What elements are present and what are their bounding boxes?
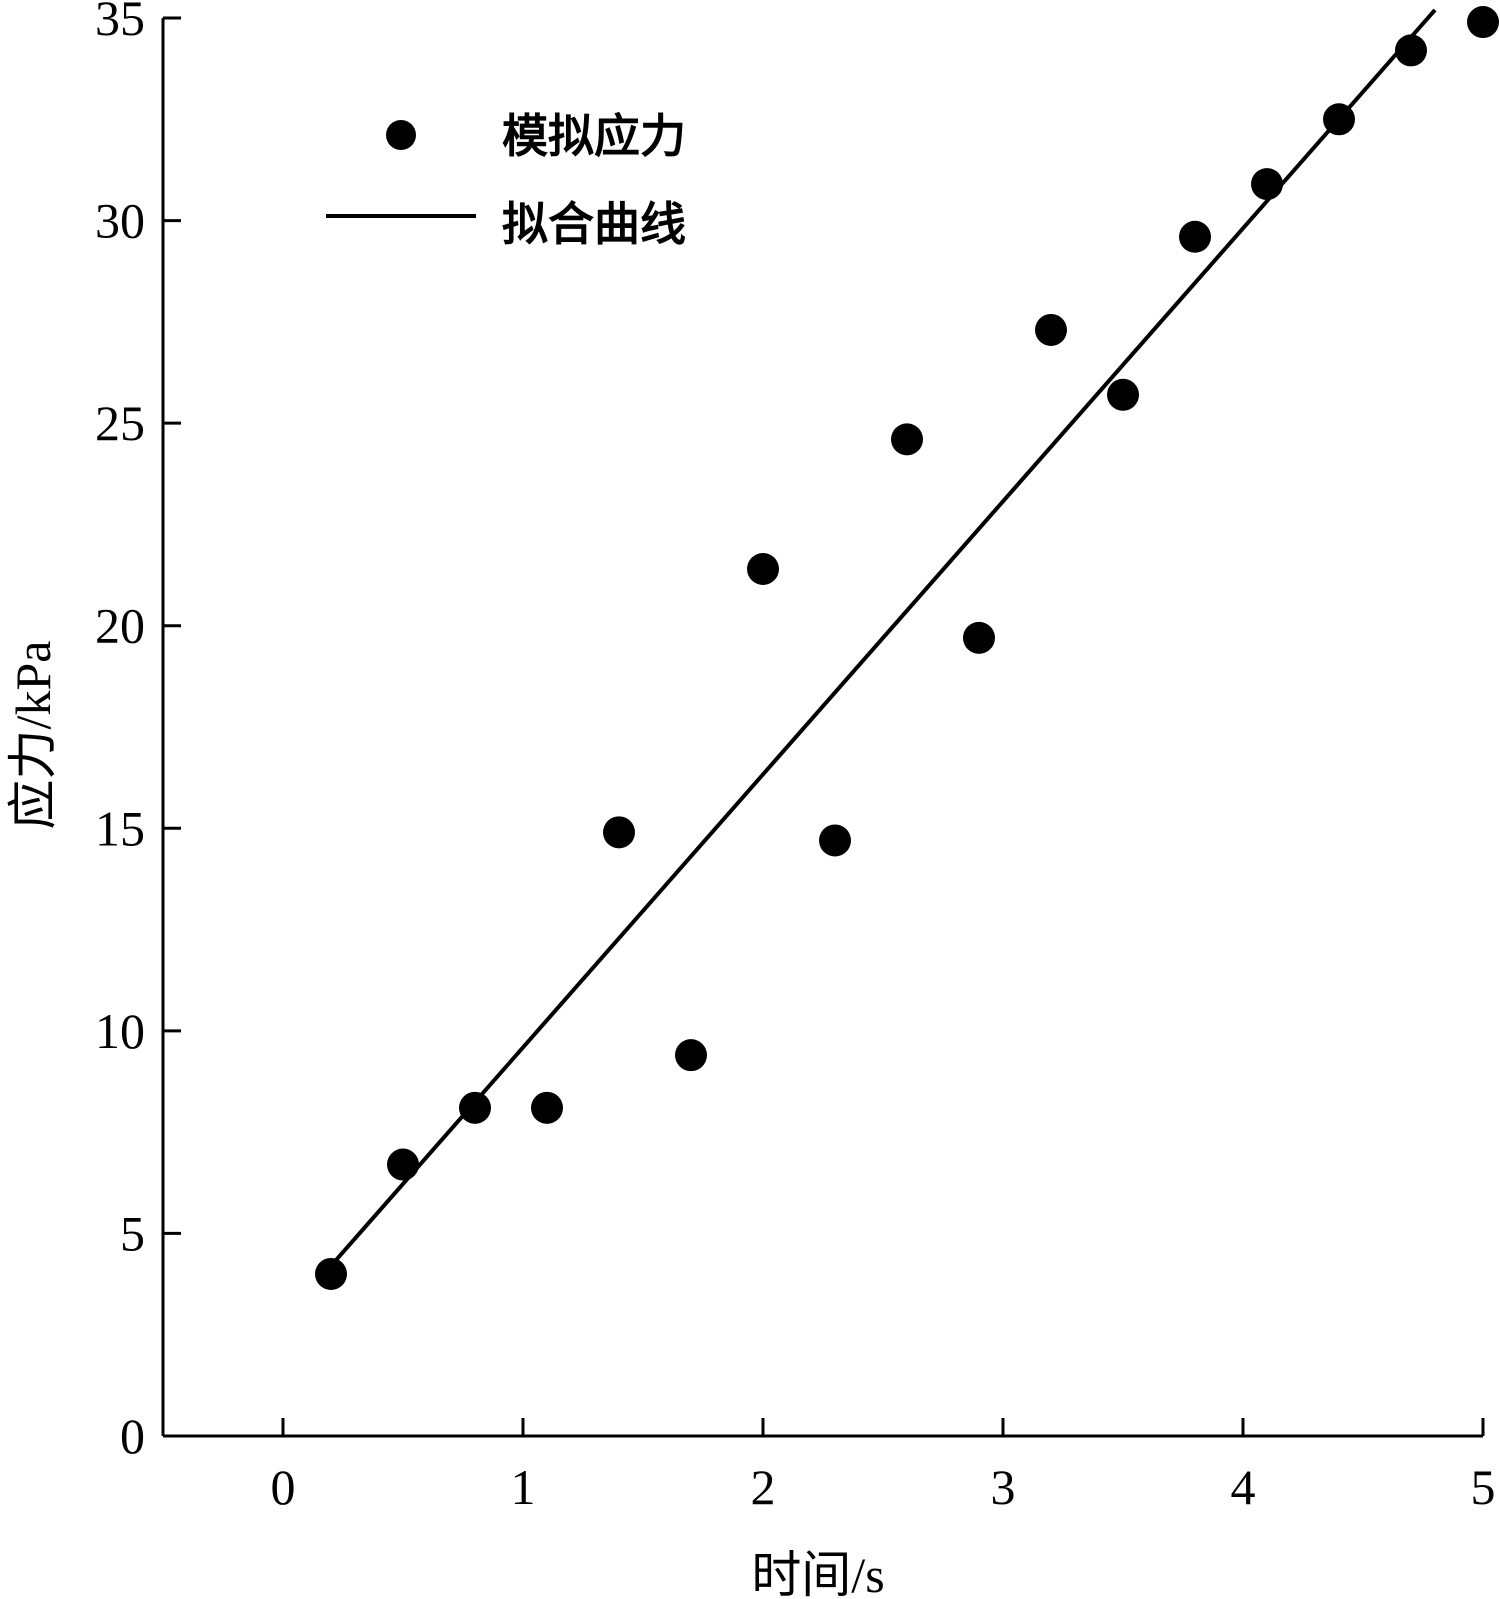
data-point	[315, 1257, 347, 1290]
fit-line-layer	[329, 8, 1437, 1268]
data-point	[891, 423, 923, 456]
x-tick-label: 3	[991, 1459, 1016, 1515]
data-point	[963, 621, 995, 654]
data-point	[459, 1091, 491, 1124]
legend-marker-scatter	[386, 120, 416, 150]
x-axis-ticks: 0 1 2 3 4 5	[271, 1418, 1496, 1515]
legend-label-scatter: 模拟应力	[502, 109, 686, 163]
data-point	[747, 552, 779, 585]
y-tick-label: 15	[95, 800, 145, 856]
data-point	[531, 1091, 563, 1124]
data-point	[1395, 34, 1427, 67]
data-point	[1467, 6, 1499, 39]
data-point	[1179, 220, 1211, 253]
legend: 模拟应力 拟合曲线	[326, 109, 686, 251]
y-tick-label: 5	[120, 1205, 145, 1261]
y-tick-label: 20	[95, 598, 145, 654]
y-axis-ticks: 0 5 10 15 20 25 30 35	[95, 0, 181, 1464]
y-tick-label: 0	[120, 1408, 145, 1464]
data-point	[1251, 168, 1283, 201]
axes	[161, 18, 1483, 1438]
x-tick-label: 1	[511, 1459, 536, 1515]
data-point	[1323, 103, 1355, 136]
x-tick-label: 2	[751, 1459, 776, 1515]
fit-line	[329, 8, 1437, 1268]
x-tick-label: 4	[1231, 1459, 1256, 1515]
data-point	[603, 816, 635, 849]
y-axis-title: 应力/kPa	[5, 641, 61, 830]
x-tick-label: 0	[271, 1459, 296, 1515]
data-point	[1107, 378, 1139, 411]
data-point	[675, 1039, 707, 1072]
data-point	[1035, 313, 1067, 346]
x-tick-label: 5	[1471, 1459, 1496, 1515]
y-tick-label: 35	[95, 0, 145, 46]
y-tick-label: 25	[95, 395, 145, 451]
y-tick-label: 10	[95, 1003, 145, 1059]
x-axis-title: 时间/s	[751, 1547, 884, 1599]
data-point	[387, 1148, 419, 1181]
legend-label-line: 拟合曲线	[502, 197, 686, 251]
y-tick-label: 30	[95, 193, 145, 249]
points-layer	[315, 6, 1499, 1290]
data-point	[819, 824, 851, 857]
